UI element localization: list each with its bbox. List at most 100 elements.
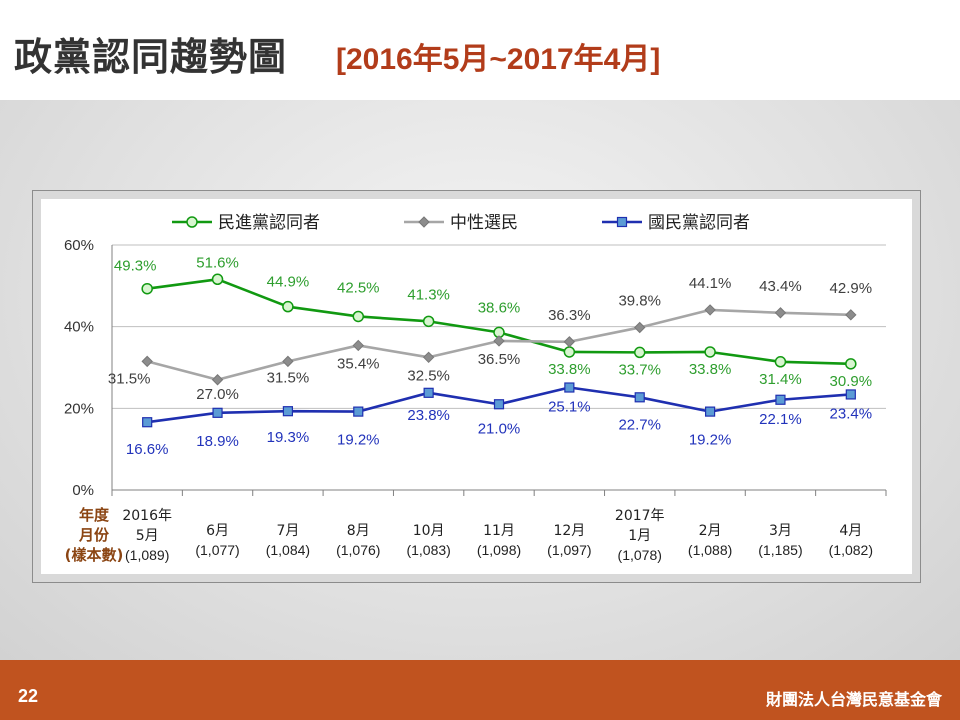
data-point-kmt [493,399,505,410]
data-point-dpp [774,356,787,368]
data-point-neutral [774,307,787,319]
slide-subtitle: [2016年5月~2017年4月] [336,43,661,76]
data-label-neutral: 35.4% [337,355,380,372]
slide-footer [0,660,960,720]
y-tick-label: 0% [72,482,94,499]
data-label-neutral: 36.3% [548,307,591,324]
data-label-dpp: 30.9% [830,373,873,390]
data-label-kmt: 18.9% [196,433,239,450]
x-tick-month: 7月 [276,523,299,539]
data-label-neutral: 43.4% [759,278,802,295]
y-tick-label: 60% [64,237,94,254]
data-point-dpp [845,358,857,370]
x-tick-sample-size: (1,097) [547,542,591,558]
x-tick-month: 4月 [839,523,862,539]
data-point-neutral [422,351,435,363]
x-tick-sample-size: (1,089) [125,547,169,563]
y-tick-label: 20% [64,400,94,417]
data-label-dpp: 42.5% [337,279,380,296]
data-label-dpp: 51.6% [196,254,239,271]
x-tick-month: 11月 [483,523,515,539]
x-tick-month: 8月 [347,523,370,539]
x-tick-month: 3月 [769,523,792,539]
x-tick-sample-size: (1,077) [195,542,239,558]
data-label-dpp: 41.3% [407,286,450,303]
data-point-dpp [633,346,646,359]
x-axis-row-label: 年度 [79,506,110,524]
data-label-neutral: 39.8% [618,292,661,309]
x-tick-sample-size: (1,084) [266,542,310,558]
data-label-kmt: 19.2% [689,432,732,449]
chart-plot-background [41,199,912,574]
data-label-neutral: 31.5% [267,369,310,386]
data-point-kmt [634,392,645,403]
data-point-kmt [564,382,575,393]
x-axis-row-label: (樣本數) [65,546,124,564]
legend-marker-kmt [616,216,628,228]
x-tick-year: 2016年 [122,508,172,524]
data-point-neutral [704,304,716,316]
x-tick-year: 2017年 [615,508,665,524]
data-point-kmt [353,406,364,417]
x-tick-sample-size: (1,076) [336,542,380,558]
data-label-dpp: 38.6% [478,299,521,316]
data-label-kmt: 19.2% [337,432,380,449]
data-label-kmt: 23.8% [407,407,450,424]
y-tick-label: 40% [64,319,94,336]
legend-label-neutral: 中性選民 [450,213,518,233]
x-tick-month: 12月 [553,523,585,539]
data-label-kmt: 16.6% [126,441,169,458]
data-label-kmt: 25.1% [548,399,591,416]
data-point-kmt [212,407,223,418]
data-label-kmt: 19.3% [267,429,310,446]
data-label-neutral: 32.5% [407,367,450,384]
data-label-kmt: 21.0% [478,420,521,437]
data-point-neutral [493,335,505,347]
x-axis-row-label: 月份 [78,526,110,544]
x-tick-sample-size: (1,098) [477,542,521,558]
data-point-neutral [352,339,364,352]
data-point-neutral [634,321,646,334]
data-label-kmt: 23.4% [830,405,873,422]
organization-name: 財團法人台灣民意基金會 [765,690,942,709]
x-tick-sample-size: (1,078) [618,547,662,563]
data-point-kmt [775,394,786,405]
data-label-dpp: 33.8% [689,361,732,378]
data-point-dpp [211,273,224,286]
data-point-kmt [282,406,294,417]
legend-marker-dpp [186,216,198,228]
data-label-neutral: 31.5% [108,370,151,387]
x-tick-month: 6月 [206,523,229,539]
data-label-kmt: 22.1% [759,411,802,428]
legend-marker-neutral [418,216,430,228]
data-point-neutral [563,336,576,348]
slide-title: 政黨認同趨勢圖 [14,35,288,79]
data-point-neutral [141,355,153,368]
data-label-neutral: 44.1% [689,275,732,292]
x-tick-month: 10月 [413,523,445,539]
x-tick-month: 2月 [699,523,722,539]
data-point-dpp [563,346,576,358]
data-point-dpp [282,300,294,313]
data-point-neutral [282,355,294,368]
data-label-neutral: 42.9% [830,280,873,297]
data-point-dpp [422,315,435,328]
data-point-neutral [845,309,857,321]
data-point-kmt [845,389,856,400]
data-label-neutral: 27.0% [196,386,239,403]
x-tick-month: 5月 [136,528,159,544]
chart-frame [32,190,921,583]
data-point-kmt [704,406,716,417]
data-point-dpp [352,310,365,323]
data-point-neutral [211,374,224,386]
data-label-dpp: 44.9% [267,274,310,291]
data-label-neutral: 36.5% [478,351,521,368]
x-tick-month: 1月 [628,528,651,544]
data-point-kmt [142,417,153,428]
data-point-dpp [704,346,716,358]
data-label-dpp: 33.7% [618,361,661,378]
slide-header: 政黨認同趨勢圖 [2016年5月~2017年4月] [0,0,960,100]
x-tick-sample-size: (1,088) [688,542,732,558]
legend-label-kmt: 國民黨認同者 [648,213,750,233]
